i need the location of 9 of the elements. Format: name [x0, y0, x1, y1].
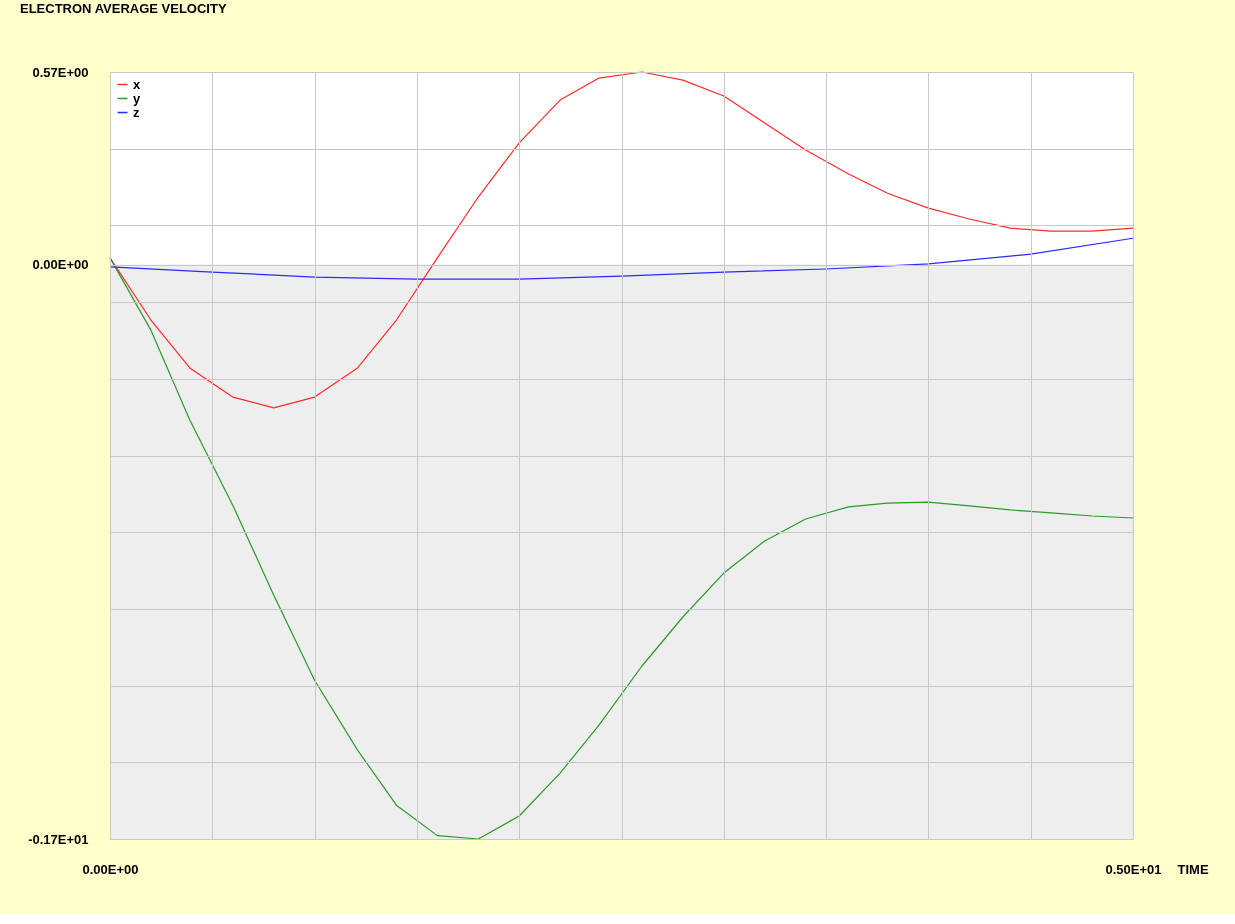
chart-title: ELECTRON AVERAGE VELOCITY — [20, 1, 227, 16]
y-tick-label: -0.17E+01 — [28, 831, 89, 847]
y-tick-label: 0.00E+00 — [32, 257, 89, 273]
legend-label: y — [133, 90, 141, 106]
x-tick-label: 0.50E+01 — [1105, 861, 1162, 877]
y-tick-label: 0.57E+00 — [32, 64, 89, 80]
line-series — [109, 237, 1134, 280]
x-axis-title: TIME — [1177, 861, 1209, 877]
legend-label: x — [133, 76, 141, 92]
